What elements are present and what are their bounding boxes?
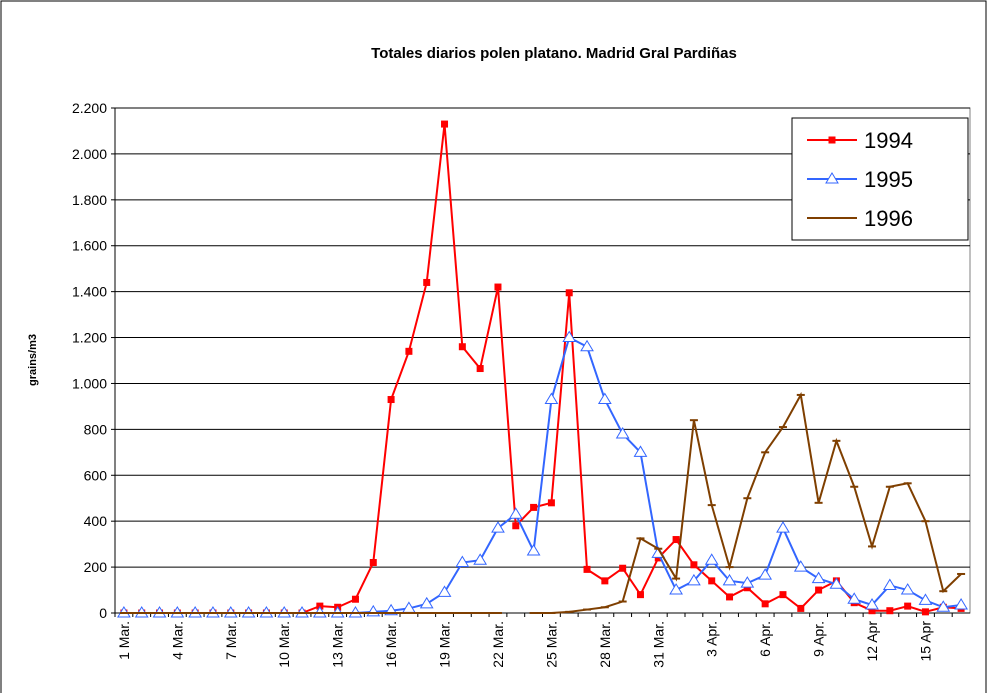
point xyxy=(921,608,929,616)
point xyxy=(597,392,612,405)
legend-label: 1994 xyxy=(864,128,913,153)
point xyxy=(437,585,452,597)
point xyxy=(387,396,395,404)
x-tick-label: 16 Mar. xyxy=(383,621,399,668)
point xyxy=(904,602,912,610)
point xyxy=(583,565,591,573)
point xyxy=(351,595,359,603)
point xyxy=(494,283,502,291)
point xyxy=(865,597,879,610)
point xyxy=(811,571,826,584)
y-tick-label: 400 xyxy=(84,513,108,529)
point xyxy=(868,607,876,615)
point xyxy=(669,583,683,595)
x-tick-label: 3 Apr. xyxy=(704,621,720,657)
point xyxy=(758,568,773,580)
x-tick-label: 9 Apr. xyxy=(811,621,827,657)
point xyxy=(636,591,644,599)
point xyxy=(886,607,894,615)
point xyxy=(441,120,449,128)
point xyxy=(633,445,648,457)
x-tick-label: 6 Apr. xyxy=(757,621,773,657)
point xyxy=(740,576,755,588)
point xyxy=(779,591,787,599)
chart-title: Totales diarios polen platano. Madrid Gr… xyxy=(371,45,737,62)
legend-marker xyxy=(825,172,839,184)
point xyxy=(954,597,968,610)
point xyxy=(491,521,505,533)
point xyxy=(419,596,434,609)
point xyxy=(918,593,933,605)
y-tick-label: 1.800 xyxy=(72,192,107,208)
point xyxy=(829,577,844,589)
x-tick-label: 31 Mar. xyxy=(650,621,666,668)
x-tick-label: 7 Mar. xyxy=(223,621,239,660)
x-tick-label: 15 Apr xyxy=(917,621,933,662)
point xyxy=(690,561,698,569)
point xyxy=(776,521,790,533)
point xyxy=(544,392,559,405)
point xyxy=(797,604,805,612)
point xyxy=(726,593,734,601)
point xyxy=(793,560,808,572)
point xyxy=(672,536,680,544)
y-tick-label: 800 xyxy=(84,421,108,437)
y-tick-label: 1.200 xyxy=(72,330,107,346)
point xyxy=(473,553,488,565)
y-tick-label: 1.400 xyxy=(72,284,107,300)
x-tick-label: 12 Apr xyxy=(864,621,880,662)
point xyxy=(405,347,413,355)
point xyxy=(565,289,573,297)
point xyxy=(722,573,737,586)
point xyxy=(619,564,627,572)
x-tick-label: 22 Mar. xyxy=(490,621,506,668)
point xyxy=(743,584,751,592)
point xyxy=(455,555,470,567)
legend-marker xyxy=(828,136,836,144)
x-tick-label: 19 Mar. xyxy=(437,621,453,668)
point xyxy=(882,578,897,590)
point xyxy=(615,426,630,439)
point xyxy=(458,343,466,351)
x-tick-label: 25 Mar. xyxy=(543,621,559,668)
y-axis-label: grains/m3 xyxy=(27,334,39,386)
point xyxy=(761,600,769,608)
x-tick-label: 1 Mar. xyxy=(116,621,132,660)
point xyxy=(654,554,662,562)
point xyxy=(512,522,520,530)
point xyxy=(936,600,951,612)
point xyxy=(704,553,719,565)
point xyxy=(708,577,716,585)
y-tick-label: 0 xyxy=(99,605,107,621)
y-tick-label: 1.600 xyxy=(72,238,107,254)
point xyxy=(508,507,523,519)
legend-label: 1996 xyxy=(864,206,913,231)
point xyxy=(847,592,862,604)
point xyxy=(423,278,431,286)
point xyxy=(815,586,823,594)
point xyxy=(530,503,538,511)
x-tick-label: 4 Mar. xyxy=(169,621,185,660)
x-tick-label: 13 Mar. xyxy=(330,621,346,668)
y-tick-label: 600 xyxy=(84,467,108,483)
point xyxy=(526,544,541,556)
point xyxy=(547,499,555,507)
point xyxy=(476,365,484,373)
point xyxy=(687,573,701,586)
x-tick-label: 28 Mar. xyxy=(597,621,613,668)
point xyxy=(580,339,594,352)
y-tick-label: 2.000 xyxy=(72,146,107,162)
legend-label: 1995 xyxy=(864,167,913,192)
point xyxy=(369,559,377,566)
x-tick-label: 10 Mar. xyxy=(276,621,292,668)
y-tick-label: 1.000 xyxy=(72,375,107,391)
y-tick-label: 2.200 xyxy=(72,100,107,116)
point xyxy=(601,577,609,585)
point xyxy=(900,583,915,595)
point xyxy=(562,330,577,343)
y-tick-label: 200 xyxy=(84,559,108,575)
